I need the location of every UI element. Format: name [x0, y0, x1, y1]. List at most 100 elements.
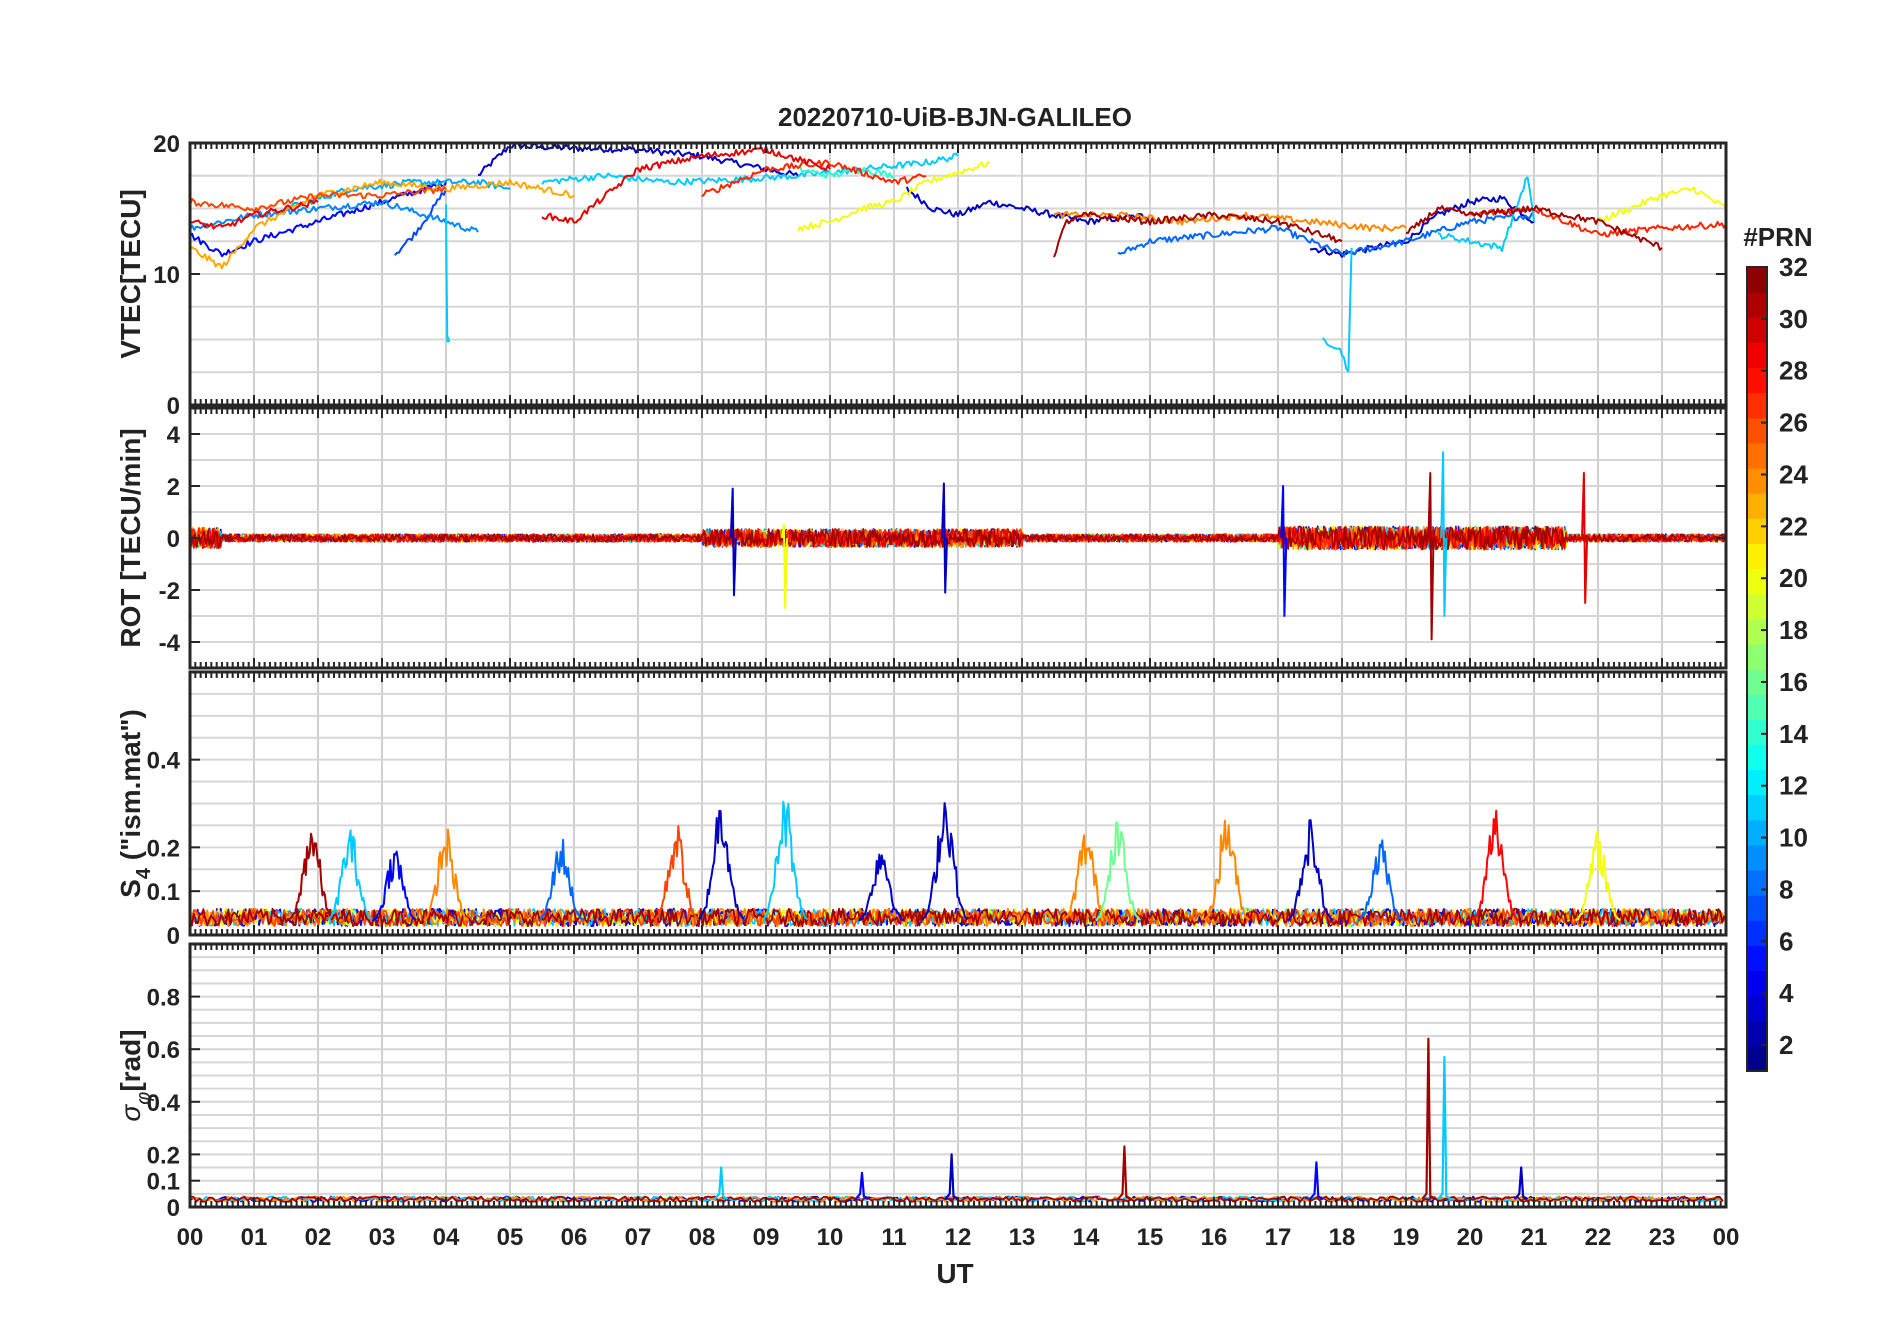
y-axis-label: ROT [TECU/min] [115, 428, 146, 647]
trace-prn-31 [1053, 211, 1343, 258]
colorbar-segment [1747, 970, 1767, 997]
x-axis-label: UT [936, 1258, 973, 1289]
y-tick-label: 0.6 [147, 1037, 180, 1064]
trace-prn-8 [1117, 212, 1535, 258]
trace-prn-11 [327, 829, 372, 921]
colorbar-tick-label: 4 [1779, 978, 1794, 1008]
x-tick-label: 07 [625, 1224, 652, 1251]
x-tick-label: 03 [369, 1224, 396, 1251]
trace-prn-16 [1095, 821, 1142, 922]
trace-prn-11 [1437, 1056, 1452, 1201]
x-tick-label: 04 [433, 1224, 460, 1251]
trace-prn-11 [1322, 247, 1353, 373]
colorbar-tick-label: 26 [1779, 408, 1808, 438]
colorbar-segment [1747, 1020, 1767, 1047]
x-tick-label: 18 [1329, 1224, 1356, 1251]
colorbar-segment [1747, 317, 1767, 343]
trace-prn-5 [854, 1171, 869, 1201]
x-tick-labels: 00 01 02 03 04 05 06 07 08 09 10 11 12 13 14 15 16 17 18 19… [177, 1224, 1740, 1251]
trace-prn-3 [921, 802, 969, 921]
trace-prn-3 [1309, 195, 1535, 258]
x-tick-label: 15 [1137, 1224, 1164, 1251]
trace-prn-26 [190, 186, 447, 213]
colorbar-frame [1746, 266, 1768, 1072]
trace-prn-31 [1405, 204, 1663, 251]
colorbar-segment [1747, 920, 1767, 946]
colorbar-tick-label: 28 [1779, 356, 1808, 386]
x-tick-label: 05 [497, 1224, 524, 1251]
y-axis-label: S4 ("ism.mat") [115, 709, 155, 898]
colorbar-tick-label: 22 [1779, 511, 1808, 541]
colorbar-segment [1747, 995, 1767, 1022]
x-tick-label: 17 [1265, 1224, 1292, 1251]
trace-prn-11 [762, 800, 809, 921]
y-tick-label: 0 [167, 923, 180, 950]
trace-prn-5 [1309, 1161, 1324, 1201]
trace-prn-3 [1286, 819, 1334, 922]
x-tick-label: 22 [1585, 1224, 1612, 1251]
colorbar-segment [1747, 694, 1767, 720]
trace-prn-14 [797, 165, 895, 179]
x-tick-label: 14 [1073, 1224, 1100, 1251]
trace-prn-24 [1053, 210, 1407, 233]
x-tick-label: 21 [1521, 1224, 1548, 1251]
colorbar-segment [1747, 367, 1767, 394]
x-tick-label: 19 [1393, 1224, 1420, 1251]
x-tick-label: 12 [945, 1224, 972, 1251]
x-tick-label: 13 [1009, 1224, 1036, 1251]
y-tick-label: 0.2 [147, 1142, 180, 1169]
colorbar-segment [1747, 719, 1767, 745]
colorbar-tick-label: 18 [1779, 615, 1808, 645]
trace-prn-3 [729, 487, 737, 597]
trace-prn-31 [190, 907, 1725, 928]
trace-prn-11 [541, 152, 959, 186]
trace-prn-20 [797, 161, 991, 232]
trace-prn-8 [538, 838, 585, 922]
trace-prn-29 [541, 145, 831, 224]
colorbar-segment [1747, 568, 1767, 595]
traces-rot [190, 451, 1726, 641]
colorbar-segment [1747, 769, 1767, 796]
trace-prn-5 [371, 850, 417, 922]
trace-prn-5 [1280, 485, 1288, 617]
trace-prn-26 [653, 824, 700, 921]
colorbar-segment [1747, 593, 1767, 620]
colorbar-tick-label: 14 [1779, 719, 1808, 749]
trace-prn-20 [1597, 186, 1726, 223]
x-tick-label: 10 [817, 1224, 844, 1251]
x-tick-label: 02 [305, 1224, 332, 1251]
x-tick-label: 20 [1457, 1224, 1484, 1251]
colorbar-segment [1747, 819, 1767, 846]
colorbar-tick-label: 6 [1779, 926, 1793, 956]
panel-rot: -4 -2 0 2 4 ROT [TECU/min] [115, 406, 1728, 670]
colorbar-segment [1747, 618, 1767, 645]
x-tick-label: 09 [753, 1224, 780, 1251]
colorbar-segment [1747, 870, 1767, 896]
trace-prn-23 [190, 178, 575, 270]
y-tick-label: 2 [167, 474, 180, 501]
colorbar-segment [1747, 518, 1767, 544]
colorbar-tick-label: 30 [1779, 304, 1808, 334]
y-tick-label: 20 [153, 131, 180, 158]
trace-prn-3 [941, 482, 949, 594]
colorbar-tick-label: 8 [1779, 874, 1793, 904]
figure-title: 20220710-UiB-BJN-GALILEO [778, 102, 1132, 132]
colorbar-segment [1747, 844, 1767, 871]
colorbar-segment [1747, 342, 1767, 369]
colorbar-tick-label: 32 [1779, 252, 1808, 282]
trace-prn-31 [288, 832, 334, 921]
y-tick-label: 0.1 [147, 1169, 180, 1196]
x-tick-label: 23 [1649, 1224, 1676, 1251]
trace-prn-31 [1117, 1145, 1132, 1201]
colorbar-segment [1747, 945, 1767, 972]
y-tick-label: 0.8 [147, 985, 180, 1012]
y-tick-label: 0 [167, 1195, 180, 1222]
trace-prn-5 [190, 180, 447, 258]
colorbar-segment [1747, 543, 1767, 570]
x-tick-label: 00 [177, 1224, 204, 1251]
trace-prn-27 [1469, 207, 1726, 238]
trace-prn-28 [1472, 809, 1519, 922]
trace-prn-24 [1203, 819, 1250, 921]
